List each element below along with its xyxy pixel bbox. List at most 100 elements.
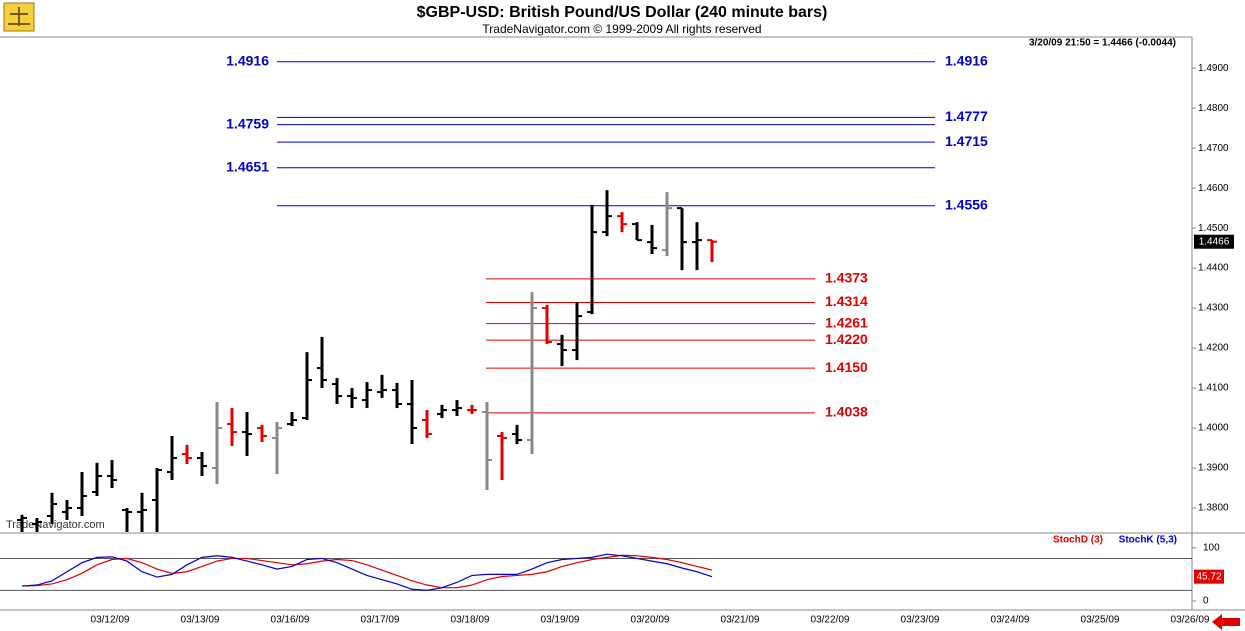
- stoch-line: [21, 554, 713, 589]
- ohlc-bar: [302, 352, 312, 421]
- ohlc-bar: [707, 239, 717, 263]
- ohlc-bar: [212, 402, 222, 485]
- ohlc-bar: [62, 500, 72, 521]
- ohlc-bar: [197, 452, 207, 477]
- ohlc-bar: [392, 382, 402, 409]
- level-label: 1.4556: [945, 196, 988, 212]
- x-tick-label: 03/25/09: [1081, 615, 1120, 626]
- ohlc-bar: [332, 378, 342, 405]
- x-tick-label: 03/22/09: [811, 615, 850, 626]
- x-tick-label: 03/19/09: [541, 615, 580, 626]
- ohlc-bar: [92, 462, 102, 497]
- level-label: 1.4759: [226, 115, 269, 131]
- ohlc-bar: [242, 412, 252, 457]
- ohlc-bar: [617, 212, 627, 233]
- level-label: 1.4651: [226, 158, 269, 174]
- level-label: 1.4261: [825, 314, 868, 330]
- y-tick-label: 1.4400: [1198, 263, 1229, 274]
- ohlc-bar: [602, 190, 612, 237]
- y-tick-label: 1.4700: [1198, 143, 1229, 154]
- level-label: 1.4916: [945, 52, 988, 68]
- ohlc-bar: [407, 380, 417, 445]
- y-tick-label: 1.4300: [1198, 303, 1229, 314]
- ohlc-bar: [587, 204, 597, 315]
- y-tick-label: 1.3800: [1198, 503, 1229, 514]
- level-label: 1.4373: [825, 270, 868, 286]
- ohlc-bar: [77, 472, 87, 517]
- y-tick-label: 1.4100: [1198, 383, 1229, 394]
- ohlc-bar: [347, 388, 357, 409]
- x-tick-label: 03/16/09: [271, 615, 310, 626]
- ohlc-bar: [152, 468, 162, 532]
- y-tick-label: 1.3900: [1198, 463, 1229, 474]
- status-text: 3/20/09 21:50 = 1.4466 (-0.0044): [1029, 38, 1176, 49]
- ohlc-bar: [572, 302, 582, 361]
- ohlc-bar: [122, 508, 132, 532]
- ohlc-bar: [107, 460, 117, 489]
- ohlc-bar: [377, 374, 387, 399]
- chart-subtitle: TradeNavigator.com © 1999-2009 All right…: [482, 22, 761, 36]
- y-tick-label: 1.4600: [1198, 183, 1229, 194]
- ohlc-bar: [17, 514, 27, 532]
- scroll-arrow[interactable]: [1212, 614, 1240, 630]
- level-label: 1.4715: [945, 133, 988, 149]
- x-tick-label: 03/17/09: [361, 615, 400, 626]
- x-tick-label: 03/20/09: [631, 615, 670, 626]
- ohlc-bar: [362, 382, 372, 409]
- ohlc-bar: [692, 222, 702, 271]
- ohlc-bar: [527, 292, 537, 455]
- x-tick-label: 03/21/09: [721, 615, 760, 626]
- y-tick-label: 1.4000: [1198, 423, 1229, 434]
- ohlc-bar: [437, 404, 447, 419]
- ohlc-bar: [662, 192, 672, 257]
- ohlc-bar: [47, 492, 57, 525]
- ohlc-bar: [647, 224, 657, 255]
- y-tick-label: 0: [1203, 596, 1209, 607]
- ohlc-bar: [317, 336, 327, 389]
- ohlc-bar: [257, 424, 267, 443]
- y-tick-label: 1.4500: [1198, 223, 1229, 234]
- x-tick-label: 03/12/09: [91, 615, 130, 626]
- ohlc-bar: [287, 412, 297, 427]
- legend-entry: StochK (5,3): [1119, 535, 1177, 546]
- level-label: 1.4314: [825, 293, 868, 309]
- y-tick-label: 100: [1203, 542, 1220, 553]
- last-price-label: 1.4466: [1199, 236, 1230, 247]
- level-label: 1.4777: [945, 108, 988, 124]
- legend-entry: StochD (3): [1053, 535, 1103, 546]
- y-tick-label: 1.4200: [1198, 343, 1229, 354]
- x-tick-label: 03/23/09: [901, 615, 940, 626]
- ohlc-bar: [182, 444, 192, 465]
- ohlc-bar: [677, 207, 687, 271]
- x-tick-label: 03/24/09: [991, 615, 1030, 626]
- ohlc-bar: [422, 410, 432, 439]
- ohlc-bar: [137, 492, 147, 532]
- ohlc-bar: [482, 402, 492, 491]
- level-label: 1.4916: [226, 52, 269, 68]
- ohlc-bar: [632, 222, 642, 242]
- ohlc-bar: [167, 436, 177, 481]
- ohlc-bar: [467, 404, 477, 415]
- y-tick-label: 1.4900: [1198, 63, 1229, 74]
- x-tick-label: 03/13/09: [181, 615, 220, 626]
- watermark: TradeNavigator.com: [6, 519, 105, 531]
- x-tick-label: 03/26/09: [1171, 615, 1210, 626]
- last-price-box: [1194, 234, 1234, 249]
- chart-title: $GBP-USD: British Pound/US Dollar (240 m…: [417, 4, 828, 21]
- ohlc-bar: [227, 408, 237, 447]
- logo: [3, 2, 35, 32]
- level-label: 1.4038: [825, 404, 868, 420]
- x-tick-label: 03/18/09: [451, 615, 490, 626]
- ohlc-bar: [542, 304, 552, 345]
- ohlc-bar: [32, 518, 42, 532]
- last-value-label: 45.72: [1196, 571, 1221, 582]
- y-tick-label: 1.4800: [1198, 103, 1229, 114]
- ohlc-bar: [272, 422, 282, 475]
- stoch-line: [21, 553, 713, 591]
- price-pane: [17, 61, 935, 532]
- ohlc-bar: [512, 424, 522, 445]
- last-value-box: [1194, 569, 1224, 584]
- ohlc-bar: [557, 334, 567, 367]
